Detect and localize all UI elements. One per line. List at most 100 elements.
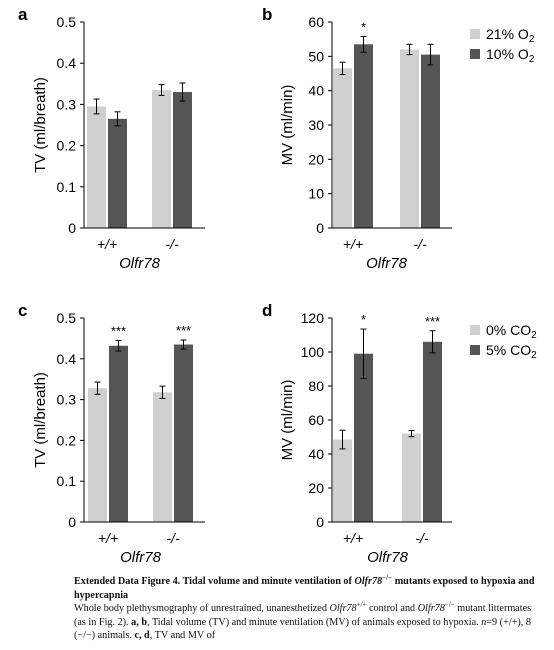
caption-panel-ref-cd: c, d	[134, 630, 150, 641]
legend-swatch	[470, 29, 480, 39]
caption-gene-mutant: Olfr78	[417, 603, 445, 614]
legend-label: 10% O2	[486, 46, 535, 65]
chart-panel-c: c *** *** 0 0.1 0.2 0.3 0.4 0.5 +/+ -/- Olfr78 TV (m…	[18, 301, 205, 566]
bar	[88, 388, 107, 522]
y-tick-label: 0	[316, 514, 324, 530]
x-tick-label: +/+	[98, 530, 118, 546]
significance-marker: ***	[111, 323, 126, 338]
bar	[333, 439, 352, 522]
y-tick-label: 20	[308, 151, 324, 167]
bar	[333, 68, 352, 228]
x-axis-label: Olfr78	[119, 255, 161, 272]
caption-panel-ref-ab: a, b	[131, 616, 148, 628]
legend-swatch	[470, 325, 480, 335]
caption-body-text: Whole body plethysmography of unrestrain…	[74, 603, 330, 614]
y-tick-label: 0.1	[57, 473, 77, 489]
significance-marker: *	[361, 19, 366, 34]
bar	[354, 44, 373, 228]
caption-body-text: , Tidal volume (TV) and minute ventilati…	[147, 616, 482, 628]
bar	[174, 344, 193, 522]
significance-marker: ***	[176, 323, 191, 338]
bar	[108, 118, 127, 228]
bar	[153, 392, 172, 522]
y-axis-label: MV (ml/min)	[279, 85, 296, 166]
y-tick-label: 0.2	[57, 432, 77, 448]
y-tick-label: 40	[308, 446, 324, 462]
x-tick-label: -/-	[415, 530, 429, 546]
y-tick-label: 0.4	[57, 351, 77, 367]
y-axis-label: TV (ml/breath)	[32, 77, 49, 173]
x-tick-label: +/+	[343, 530, 363, 546]
y-tick-label: 0.3	[57, 96, 77, 112]
y-tick-label: 0.5	[57, 14, 77, 30]
bar	[400, 49, 419, 228]
caption-body-text: =9 (+/+), 8 (−/−) animals.	[74, 616, 531, 642]
chart-panel-a: a 0 0.1 0.2 0.3 0.4 0.5 +/+ -/- Olfr78 TV (ml/brea…	[18, 5, 205, 272]
panel-label: c	[18, 301, 27, 320]
bar	[354, 353, 373, 522]
y-tick-label: 0.5	[57, 310, 77, 326]
y-tick-label: 0.3	[57, 392, 77, 408]
y-tick-label: 60	[308, 14, 324, 30]
legend-swatch	[470, 49, 480, 59]
bar	[402, 433, 421, 522]
legend-subscript: 2	[531, 350, 537, 361]
panel-label: d	[262, 301, 272, 320]
significance-marker: *	[361, 312, 366, 327]
caption-body-text: , TV and MV of	[149, 630, 216, 641]
caption-title-text: Extended Data Figure 4. Tidal volume and…	[74, 576, 355, 587]
y-tick-label: 0.4	[57, 55, 77, 71]
figure-caption: Extended Data Figure 4. Tidal volume and…	[74, 573, 544, 643]
bar	[87, 106, 106, 228]
y-tick-label: 80	[308, 378, 324, 394]
y-tick-label: 0.2	[57, 138, 77, 154]
y-tick-label: 10	[308, 186, 324, 202]
caption-title-sup: −/−	[382, 573, 393, 582]
bar	[421, 54, 440, 228]
x-tick-label: -/-	[165, 236, 179, 252]
legend-label: 21% O2	[486, 26, 535, 45]
y-axis-label: TV (ml/breath)	[32, 372, 49, 468]
y-tick-label: 50	[308, 48, 324, 64]
caption-title: Extended Data Figure 4. Tidal volume and…	[74, 573, 544, 602]
legend-subscript: 2	[531, 330, 537, 341]
caption-gene: Olfr78	[354, 576, 383, 587]
x-tick-label: +/+	[343, 236, 363, 252]
caption-body-text: mutant littermates (as in Fig. 2).	[74, 603, 532, 628]
bar	[173, 92, 192, 228]
x-axis-label: Olfr78	[366, 255, 408, 272]
x-axis-label: Olfr78	[120, 549, 162, 566]
bar	[109, 345, 128, 522]
caption-title-rest: mutants exposed to hypoxia and hypercapn…	[74, 576, 535, 601]
chart-panel-b: b * 0 10 20 30 40 50 60 +/+ -/- Olfr78 MV (ml/min) 21…	[262, 5, 535, 272]
caption-n: n	[481, 616, 487, 628]
x-tick-label: +/+	[97, 236, 117, 252]
legend-swatch	[470, 345, 480, 355]
y-tick-label: 0	[68, 220, 76, 236]
caption-body-text: control and	[366, 603, 418, 614]
caption-body: Whole body plethysmography of unrestrain…	[74, 600, 544, 643]
y-tick-label: 60	[308, 412, 324, 428]
x-tick-label: -/-	[413, 236, 427, 252]
caption-sup-mutant: −/−	[444, 600, 455, 609]
y-tick-label: 20	[308, 480, 324, 496]
y-tick-label: 40	[308, 83, 324, 99]
bar	[152, 89, 171, 228]
panel-label: a	[18, 5, 28, 24]
bar	[423, 341, 442, 522]
y-tick-label: 0.1	[57, 179, 77, 195]
y-axis-label: MV (ml/min)	[279, 380, 296, 461]
y-tick-label: 100	[301, 344, 325, 360]
caption-sup-control: +/+	[356, 600, 367, 609]
legend-label: 5% CO2	[486, 342, 537, 361]
panel-label: b	[262, 5, 272, 24]
legend-subscript: 2	[529, 34, 535, 45]
x-axis-label: Olfr78	[367, 549, 409, 566]
y-tick-label: 0	[68, 514, 76, 530]
figure: a 0 0.1 0.2 0.3 0.4 0.5 +/+ -/- Olfr78 TV (ml/brea…	[18, 5, 537, 566]
y-tick-label: 0	[316, 220, 324, 236]
legend-subscript: 2	[529, 54, 535, 65]
legend-label: 0% CO2	[486, 322, 537, 341]
caption-gene-control: Olfr78	[329, 603, 357, 614]
